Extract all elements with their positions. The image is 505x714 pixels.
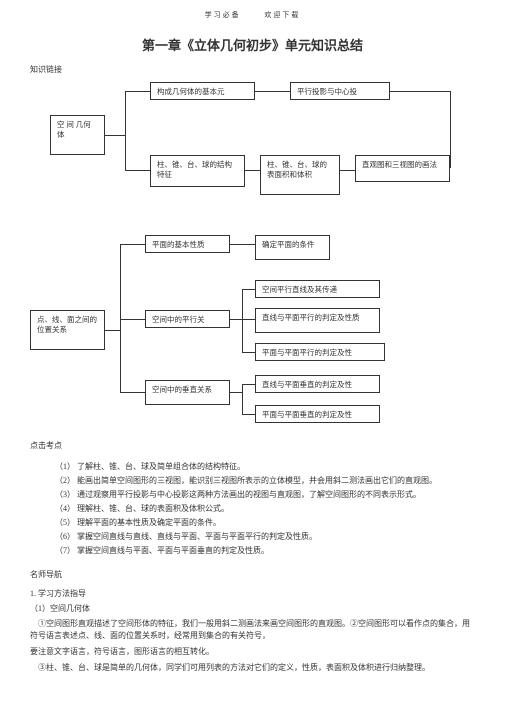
d1-box-4: 柱、锥、台、球的结构特征 bbox=[150, 155, 245, 187]
section-link-label: 知识链接 bbox=[30, 64, 475, 75]
d2-box-8: 空间中的垂直关系 bbox=[145, 380, 230, 405]
point-item: （5） 理解平面的基本性质及确定平面的条件。 bbox=[55, 517, 475, 529]
diagram-1: 空 间 几何体 构成几何体的基本元 平行投影与中心投 柱、锥、台、球的结构特征 … bbox=[30, 80, 475, 210]
guide-method-title: 1. 学习方法指导 bbox=[30, 588, 475, 599]
header-right: 欢迎下载 bbox=[264, 11, 300, 19]
diagram-2: 点、线、面之间的位置关系 平面的基本性质 确定平面的条件 空间中的平行关 空间平… bbox=[30, 230, 475, 420]
d1-box-3: 平行投影与中心投 bbox=[290, 82, 390, 100]
d1-box-5: 柱、锥、台、球的表面积和体积 bbox=[260, 155, 340, 195]
guide-para: 要注意文字语言，符号语言，图形语言的相互转化。 bbox=[30, 646, 475, 658]
d2-box-6: 直线与平面平行的判定及性质 bbox=[255, 308, 380, 333]
point-item: （4） 理解柱、锥、台、球的表面积及体积公式。 bbox=[55, 503, 475, 515]
d1-box-2: 构成几何体的基本元 bbox=[150, 82, 255, 100]
d2-box-main: 点、线、面之间的位置关系 bbox=[30, 310, 105, 350]
section-points-label: 点击考点 bbox=[30, 440, 475, 451]
guide-para: ③柱、锥、台、球是简单的几何体，同学们可用列表的方法对它们的定义，性质，表面积及… bbox=[30, 662, 475, 674]
point-item: （3） 通过观察用平行投影与中心投影这两种方法画出的视图与直观图，了解空间图形的… bbox=[55, 489, 475, 501]
d2-box-4: 空间中的平行关 bbox=[145, 310, 230, 328]
d2-box-7: 平面与平面平行的判定及性 bbox=[255, 343, 385, 361]
point-item: （6） 掌握空间直线与直线、直线与平面、平面与平面平行的判定及性质。 bbox=[55, 531, 475, 543]
d2-box-5: 空间平行直线及其传递 bbox=[255, 280, 380, 298]
d2-box-2: 平面的基本性质 bbox=[145, 235, 230, 253]
guide-sub-title: （1）空间几何体 bbox=[30, 603, 475, 614]
header-left: 学习必备 bbox=[205, 11, 241, 19]
page-header: 学习必备 欢迎下载 bbox=[30, 10, 475, 20]
point-item: （7） 掌握空间直线与平面、平面与平面垂直的判定及性质。 bbox=[55, 545, 475, 557]
points-list: （1） 了解柱、锥、台、球及简单组合体的结构特征。 （2） 能画出简单空间图形的… bbox=[30, 461, 475, 557]
point-item: （2） 能画出简单空间图形的三视图，能识别三视图所表示的立体模型，并会用斜二测法… bbox=[55, 475, 475, 487]
d1-box-6: 直观图和三视图的画法 bbox=[355, 155, 450, 182]
d1-box-main: 空 间 几何体 bbox=[50, 115, 105, 155]
d2-box-3: 确定平面的条件 bbox=[255, 235, 330, 260]
d2-box-10: 平面与平面垂直的判定及性 bbox=[255, 405, 380, 423]
section-guide-label: 名师导航 bbox=[30, 569, 475, 580]
d2-box-9: 直线与平面垂直的判定及性 bbox=[255, 375, 380, 393]
point-item: （1） 了解柱、锥、台、球及简单组合体的结构特征。 bbox=[55, 461, 475, 473]
guide-para: ①空间图形直观描述了空间形体的特征，我们一般用斜二测画法来画空间图形的直观图。②… bbox=[30, 618, 475, 642]
page-title: 第一章《立体几何初步》单元知识总结 bbox=[30, 35, 475, 54]
